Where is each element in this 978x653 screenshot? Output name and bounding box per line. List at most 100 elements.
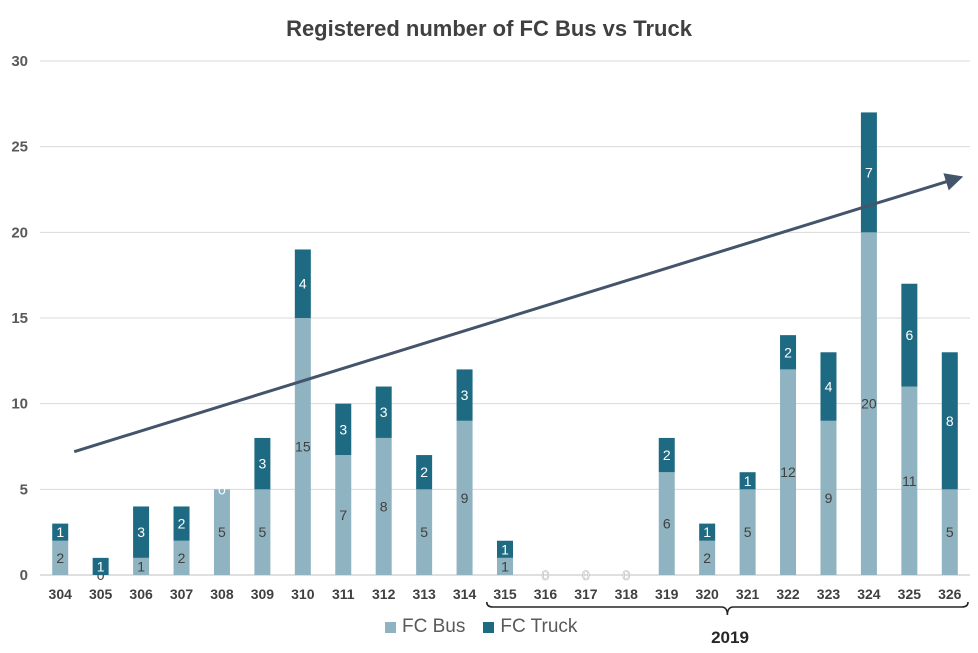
bar-fc-bus-315	[497, 557, 513, 575]
data-label-fc-bus-307: 2	[178, 550, 186, 566]
bar-fc-bus-306	[133, 557, 150, 575]
x-tick-label-317: 317	[574, 586, 598, 602]
data-label-fc-truck-310: 4	[299, 276, 307, 292]
bar-fc-bus-324	[860, 232, 877, 576]
data-label-fc-bus-324: 20	[861, 396, 877, 412]
y-tick-label-15: 15	[11, 310, 28, 327]
legend-label-fc-truck: FC Truck	[500, 616, 578, 637]
x-tick-label-309: 309	[251, 586, 275, 602]
data-label-fc-bus-312: 8	[380, 498, 388, 514]
bar-fc-bus-325	[901, 386, 918, 575]
data-label-fc-truck-309: 3	[258, 456, 266, 472]
data-label-fc-truck-318: 0	[622, 567, 630, 583]
bar-fc-bus-307	[173, 540, 190, 575]
bar-fc-bus-314	[456, 420, 473, 575]
x-tick-label-314: 314	[453, 586, 477, 602]
data-label-fc-bus-317: 0	[582, 567, 590, 583]
data-label-fc-bus-325: 11	[902, 473, 917, 489]
data-label-fc-truck-317: 0	[582, 567, 590, 583]
bar-fc-truck-307	[173, 506, 190, 541]
data-label-fc-truck-314: 3	[461, 387, 469, 403]
data-label-fc-bus-311: 7	[339, 507, 347, 523]
bar-fc-truck-319	[658, 437, 675, 473]
data-label-fc-truck-324: 7	[865, 164, 873, 180]
x-tick-label-320: 320	[695, 586, 719, 602]
bar-fc-truck-313	[416, 455, 433, 490]
y-tick-label-30: 30	[11, 53, 28, 70]
x-tick-label-316: 316	[534, 586, 558, 602]
bar-fc-bus-304	[52, 540, 69, 575]
bar-fc-truck-306	[133, 506, 150, 558]
x-tick-label-305: 305	[89, 586, 113, 602]
data-label-fc-bus-314: 9	[461, 490, 469, 506]
data-label-fc-truck-316: 0	[542, 567, 550, 583]
x-tick-label-311: 311	[332, 586, 355, 602]
data-label-fc-bus-323: 9	[825, 490, 833, 506]
data-label-fc-truck-321: 1	[744, 473, 752, 489]
data-label-fc-bus-318: 0	[622, 567, 630, 583]
bar-fc-truck-323	[820, 352, 837, 421]
data-label-fc-truck-307: 2	[178, 516, 186, 532]
bar-fc-bus-320	[699, 540, 716, 575]
x-tick-label-308: 308	[210, 586, 234, 602]
data-label-fc-truck-304: 1	[56, 524, 64, 540]
y-tick-label-5: 5	[20, 481, 28, 498]
bar-fc-truck-310	[294, 249, 311, 318]
legend-item-fc-truck: FC Truck	[483, 616, 577, 638]
bar-fc-bus-313	[416, 489, 433, 575]
legend-swatch-fc-bus	[385, 621, 396, 633]
data-label-fc-bus-313: 5	[420, 524, 428, 540]
x-tick-label-319: 319	[655, 586, 679, 602]
data-label-fc-truck-320: 1	[703, 524, 711, 540]
data-label-fc-truck-305: 1	[97, 558, 105, 574]
data-label-fc-truck-315: 1	[501, 541, 509, 557]
bar-fc-bus-322	[780, 369, 797, 575]
data-label-fc-truck-325: 6	[905, 327, 913, 343]
bar-fc-truck-304	[52, 523, 69, 541]
bar-fc-truck-325	[901, 283, 918, 387]
y-tick-label-10: 10	[11, 396, 28, 413]
data-label-fc-truck-323: 4	[825, 379, 833, 395]
y-tick-label-20: 20	[11, 224, 28, 241]
bar-fc-truck-312	[375, 386, 392, 438]
data-label-fc-bus-306: 1	[137, 558, 145, 574]
bar-fc-truck-305	[92, 557, 109, 575]
bar-fc-bus-321	[739, 489, 756, 575]
x-tick-label-306: 306	[129, 586, 153, 602]
bar-fc-truck-326	[941, 352, 958, 490]
data-label-fc-bus-315: 1	[501, 558, 509, 574]
data-label-fc-bus-320: 2	[703, 550, 711, 566]
x-tick-label-318: 318	[615, 586, 639, 602]
x-tick-label-323: 323	[817, 586, 841, 602]
chart-title: Registered number of FC Bus vs Truck	[286, 16, 692, 41]
year-bracket	[485, 601, 969, 616]
data-label-fc-bus-321: 5	[744, 524, 752, 540]
data-label-fc-bus-326: 5	[946, 524, 954, 540]
bar-fc-truck-320	[699, 523, 716, 541]
legend: FC Bus FC Truck	[385, 616, 595, 638]
bracket-label: 2019	[711, 628, 749, 647]
data-label-fc-bus-309: 5	[258, 524, 266, 540]
data-label-fc-truck-308: 0	[218, 481, 226, 497]
data-label-fc-truck-313: 2	[420, 464, 428, 480]
bar-fc-truck-314	[456, 369, 473, 421]
x-tick-label-304: 304	[49, 586, 73, 602]
data-label-fc-bus-308: 5	[218, 524, 226, 540]
data-label-fc-bus-322: 12	[780, 464, 796, 480]
bar-fc-bus-326	[941, 489, 958, 575]
bar-fc-truck-322	[780, 335, 797, 370]
bar-fc-truck-321	[739, 472, 756, 490]
x-tick-label-315: 315	[493, 586, 517, 602]
x-tick-label-321: 321	[736, 586, 760, 602]
bar-fc-truck-315	[497, 540, 513, 558]
x-tick-label-310: 310	[291, 586, 315, 602]
bar-fc-bus-323	[820, 420, 837, 575]
data-label-fc-truck-306: 3	[137, 524, 145, 540]
y-tick-label-0: 0	[20, 567, 28, 584]
bar-fc-bus-308	[213, 489, 230, 575]
data-label-fc-bus-319: 6	[663, 516, 671, 532]
x-tick-label-313: 313	[412, 586, 436, 602]
legend-label-fc-bus: FC Bus	[402, 616, 466, 637]
x-tick-label-324: 324	[857, 586, 881, 602]
